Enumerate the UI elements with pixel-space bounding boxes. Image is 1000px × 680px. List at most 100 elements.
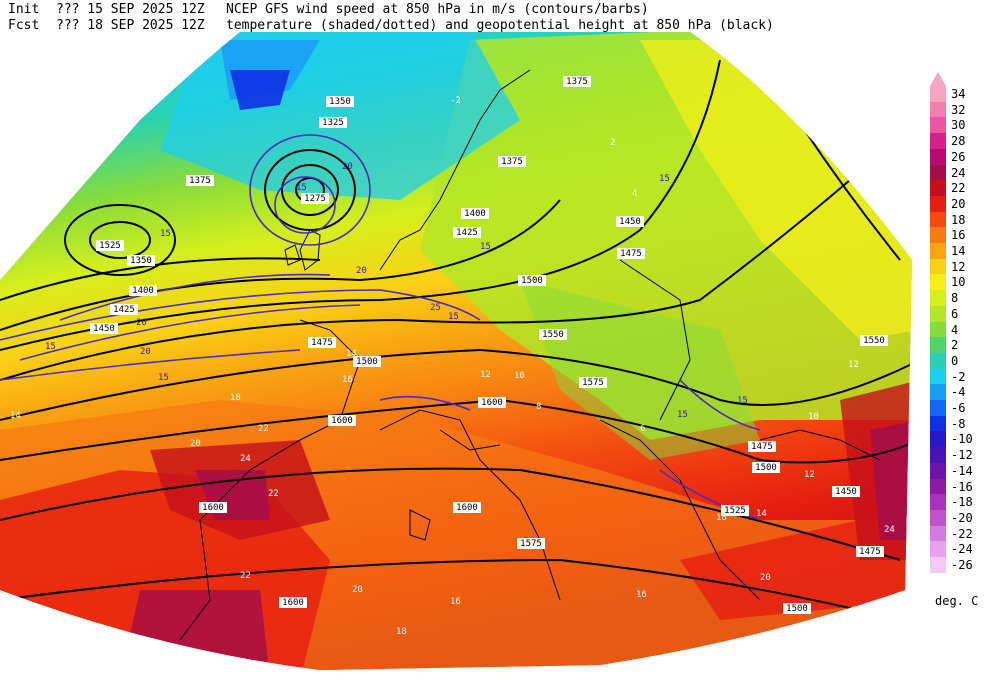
colorbar-swatch [930, 525, 946, 542]
colorbar-swatch [930, 352, 946, 370]
height-label: 1575 [582, 378, 604, 388]
temp-label: 16 [636, 590, 647, 600]
temp-label: 14 [346, 349, 357, 359]
height-label: 1500 [356, 357, 378, 367]
colorbar-swatch [930, 321, 946, 338]
wind-label: 15 [160, 229, 171, 239]
colorbar-label: 24 [951, 165, 966, 180]
colorbar-swatch [930, 384, 946, 401]
temp-label: 12 [480, 370, 491, 380]
colorbar-label: -26 [951, 558, 973, 572]
temp-label: 4 [632, 189, 637, 199]
colorbar-label: -12 [951, 448, 973, 463]
colorbar-swatch [930, 431, 946, 448]
height-label: 1475 [311, 338, 333, 348]
height-label: 1500 [755, 463, 777, 473]
height-labels: 1350 1375 1400 1425 1450 1475 1500 1525 … [90, 76, 888, 614]
colorbar-swatch [930, 243, 946, 260]
wind-labels: 15 20 15 20 15 20 15 25 15 15 20 15 15 1… [45, 162, 748, 420]
wind-label: 15 [296, 183, 307, 193]
colorbar-label: 20 [951, 196, 966, 211]
height-label: 1425 [113, 305, 135, 315]
colorbar-label: -6 [951, 401, 966, 415]
height-label: 1350 [130, 256, 152, 266]
temperature-labels: 14 12 10 8 6 4 2 -2 16 18 20 22 24 22 20… [10, 96, 895, 637]
height-label: 1450 [835, 487, 857, 497]
colorbar-swatch [930, 494, 946, 511]
colorbar-swatch [930, 462, 946, 479]
colorbar-label: 0 [951, 353, 959, 368]
colorbar-label: 14 [951, 244, 966, 258]
colorbar-unit: deg. C [935, 594, 979, 608]
fcst-time: ??? 18 SEP 2025 12Z [56, 18, 205, 33]
temp-label: 20 [352, 585, 363, 595]
colorbar-label: -4 [951, 385, 966, 400]
temp-label: 22 [258, 424, 269, 434]
wind-label: 15 [659, 174, 670, 184]
colorbar-swatch [930, 180, 946, 197]
title-line-2: temperature (shaded/dotted) and geopoten… [226, 18, 774, 33]
colorbar-swatch [930, 305, 946, 322]
wind-label: 15 [480, 242, 491, 252]
colorbar-swatch [930, 164, 946, 181]
temp-label: 24 [240, 454, 251, 464]
height-label: 1600 [282, 598, 304, 608]
height-label: 1375 [566, 77, 588, 87]
temp-label: 6 [640, 424, 645, 434]
colorbar-swatch [930, 368, 946, 385]
temp-label: 2 [610, 138, 615, 148]
colorbar-label: -22 [951, 526, 973, 541]
wind-label: 20 [356, 266, 367, 276]
colorbar-label: -24 [951, 542, 973, 557]
height-label: 1475 [859, 547, 881, 557]
height-label: 1575 [520, 539, 542, 549]
colorbar-label: 34 [951, 87, 966, 101]
temp-label: 22 [268, 489, 279, 499]
temp-label: 14 [10, 411, 21, 421]
height-label: 1525 [724, 506, 746, 516]
fcst-label: Fcst [8, 18, 40, 33]
colorbar-swatch [930, 195, 946, 213]
colorbar-swatch [930, 478, 946, 495]
wind-label: 15 [677, 410, 688, 420]
temp-label: 18 [230, 393, 241, 403]
colorbar-swatch [930, 557, 946, 574]
colorbar-label: -20 [951, 510, 973, 525]
colorbar-swatch [930, 447, 946, 464]
height-label: 1525 [99, 241, 121, 251]
colorbar-label: -8 [951, 416, 966, 431]
height-label: 1550 [863, 336, 885, 346]
colorbar-label: 18 [951, 212, 966, 227]
colorbar-label: 4 [951, 322, 959, 337]
colorbar-label: 32 [951, 102, 966, 117]
temp-label: 16 [342, 375, 353, 385]
colorbar-label: 2 [951, 338, 959, 353]
height-label: 1450 [619, 217, 641, 227]
colorbar-swatch [930, 86, 946, 103]
title-line-1: NCEP GFS wind speed at 850 hPa in m/s (c… [226, 2, 649, 17]
height-label: 1325 [322, 118, 344, 128]
colorbar-swatch [930, 211, 946, 228]
geopotential-contours [0, 59, 912, 621]
temp-label: 8 [536, 402, 541, 412]
colorbar-swatch [930, 415, 946, 432]
init-time: ??? 15 SEP 2025 12Z [56, 2, 205, 17]
colorbar-label: -18 [951, 495, 973, 510]
colorbar-label: 6 [951, 306, 959, 321]
colorbar-label: -2 [951, 369, 966, 384]
map-domain [0, 32, 912, 670]
colorbar-swatch [930, 274, 946, 291]
colorbar-label: -10 [951, 432, 973, 447]
height-label: 1375 [501, 157, 523, 167]
wind-label: 20 [140, 347, 151, 357]
wind-label: 20 [342, 162, 353, 172]
temp-label: 10 [514, 371, 525, 381]
wind-label: 20 [136, 318, 147, 328]
height-label: 1600 [331, 416, 353, 426]
height-label: 1500 [521, 276, 543, 286]
colorbar-top-arrow [930, 72, 946, 86]
colorbar-label: 12 [951, 259, 966, 274]
temp-label: 18 [396, 627, 407, 637]
wind-label: 15 [737, 396, 748, 406]
temp-label: 14 [756, 509, 767, 519]
